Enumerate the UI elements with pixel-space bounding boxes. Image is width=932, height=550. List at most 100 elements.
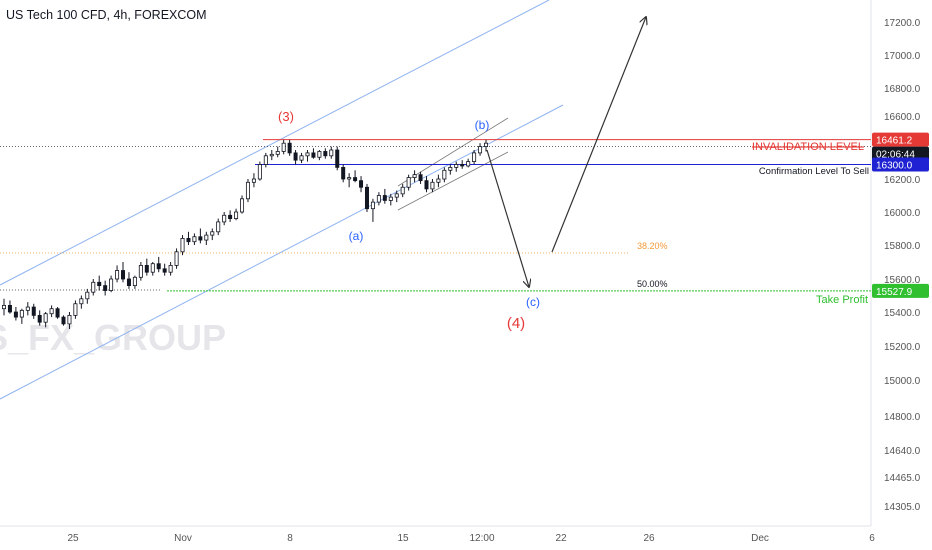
time-tick-label: 6 xyxy=(869,533,875,544)
time-tick-label: Nov xyxy=(174,533,192,544)
candle-body xyxy=(126,278,131,286)
price-tick-label: 16200.0 xyxy=(884,175,921,186)
price-tick-label: 17000.0 xyxy=(884,51,921,62)
price-tick-label: 16600.0 xyxy=(884,112,921,123)
candle-body xyxy=(275,151,280,155)
fib-50-label: 50.00% xyxy=(637,279,668,289)
time-tick-label: 12:00 xyxy=(469,533,494,544)
candle-body xyxy=(132,276,137,286)
time-tick-label: 8 xyxy=(287,533,293,544)
projection-down-arrow xyxy=(486,149,529,287)
candle-body xyxy=(49,308,54,315)
candle-body xyxy=(359,180,364,188)
candle-body xyxy=(281,142,286,152)
candle-body xyxy=(483,142,488,147)
wave-3-label: (3) xyxy=(278,109,294,124)
wave-4-label: (4) xyxy=(507,315,525,332)
candle-body xyxy=(287,142,292,154)
countdown-tag-bg xyxy=(872,146,929,161)
candle-body xyxy=(55,308,60,318)
price-tick-label: 14800.0 xyxy=(884,412,921,423)
candle-body xyxy=(19,309,24,318)
time-tick-label: 26 xyxy=(643,533,655,544)
candle-body xyxy=(138,264,143,278)
candle-body xyxy=(61,316,66,325)
price-tick-label: 14305.0 xyxy=(884,502,921,513)
candle-body xyxy=(198,236,203,241)
candle-body xyxy=(353,177,358,182)
candle-body xyxy=(150,263,155,273)
candle-body xyxy=(79,298,84,305)
time-axis[interactable]: 25 Nov 8 15 12:00 22 26 Dec 6 xyxy=(67,533,875,544)
candle-body xyxy=(97,281,102,286)
candle-body xyxy=(299,155,304,161)
candle-body xyxy=(412,174,417,178)
take-profit-label: Take Profit xyxy=(816,294,868,306)
candle-body xyxy=(430,181,435,190)
candle-body xyxy=(376,195,381,203)
price-tick-label: 15800.0 xyxy=(884,241,921,252)
candle-body xyxy=(103,285,108,291)
level-lines xyxy=(0,139,871,292)
candle-body xyxy=(186,237,191,243)
candle-body xyxy=(341,166,346,180)
candle-body xyxy=(91,281,96,293)
candle-body xyxy=(204,234,209,241)
candle-body xyxy=(144,264,149,273)
candle-body xyxy=(305,152,310,157)
candle-body xyxy=(222,214,227,223)
candle-body xyxy=(121,270,126,280)
price-axis[interactable]: 17200.017000.016800.016600.016400.016200… xyxy=(884,18,921,513)
candle-body xyxy=(13,311,18,318)
candle-body xyxy=(257,164,262,180)
candle-body xyxy=(269,153,274,157)
candle-body xyxy=(180,237,185,253)
candle-body xyxy=(370,201,375,210)
candle-body xyxy=(454,164,459,168)
candle-body xyxy=(192,236,197,243)
time-tick-label: Dec xyxy=(751,533,769,544)
candle-body xyxy=(2,304,7,310)
confirmation-level-label: Confirmation Level To Sell xyxy=(759,166,869,177)
invalidation-price-tag-bg xyxy=(872,132,929,147)
candle-body xyxy=(162,268,167,273)
confirmation-price-tag: 16300.0 xyxy=(876,161,913,172)
price-tick-label: 15400.0 xyxy=(884,308,921,319)
candle-body xyxy=(436,178,441,183)
candle-body xyxy=(400,186,405,195)
candle-body xyxy=(67,314,72,325)
price-tick-label: 14465.0 xyxy=(884,473,921,484)
candle-body xyxy=(25,306,30,311)
candle-body xyxy=(85,291,90,300)
price-tick-label: 17200.0 xyxy=(884,18,921,29)
invalidation-price-tag: 16461.2 xyxy=(876,136,913,147)
candle-body xyxy=(394,193,399,198)
channel-lower-line xyxy=(0,104,564,400)
candle-body xyxy=(442,169,447,180)
price-tick-label: 16800.0 xyxy=(884,84,921,95)
candle-body xyxy=(251,178,256,183)
candle-body xyxy=(210,231,215,236)
wave-c-label: (c) xyxy=(526,295,540,309)
invalidation-level-label: INVALIDATION LEVEL xyxy=(752,141,864,153)
candle-body xyxy=(216,221,221,233)
candle-body xyxy=(323,151,328,157)
candle-body xyxy=(388,196,393,201)
take-profit-price-tag-bg xyxy=(872,283,929,298)
candle-body xyxy=(418,174,423,182)
price-tick-label: 15200.0 xyxy=(884,342,921,353)
candle-body xyxy=(234,211,239,219)
countdown-tag: 02:06:44 xyxy=(876,150,915,161)
candle-body xyxy=(448,166,453,171)
candles xyxy=(2,139,488,329)
candle-body xyxy=(335,149,340,168)
channel-upper-line xyxy=(0,0,550,286)
candle-body xyxy=(311,152,316,158)
fib-382-label: 38.20% xyxy=(637,241,668,251)
chart-title: US Tech 100 CFD, 4h, FOREXCOM xyxy=(6,8,207,22)
candle-body xyxy=(73,303,78,316)
mini-channel-lower xyxy=(397,151,509,211)
candle-body xyxy=(382,195,387,201)
